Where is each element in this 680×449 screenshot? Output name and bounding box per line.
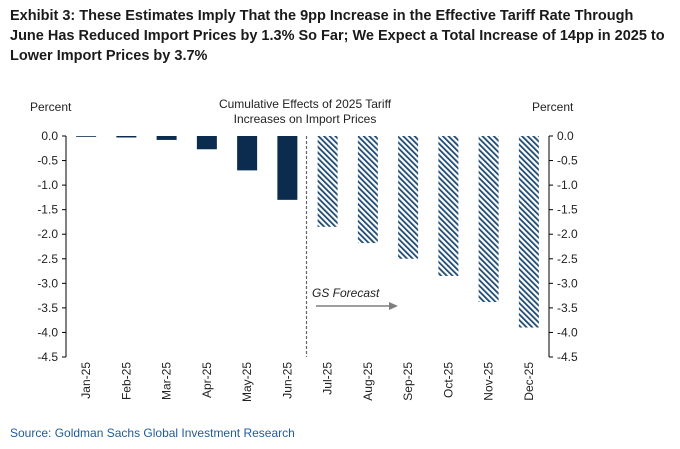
y-tick-label-left: 0.0 [41, 129, 58, 143]
actual-bar [277, 136, 298, 200]
x-tick-label: Feb-25 [119, 362, 133, 400]
y-tick-label-left: -3.0 [37, 276, 58, 290]
y-tick-label-right: -2.0 [557, 227, 578, 241]
x-tick-label: Nov-25 [482, 362, 496, 401]
y-tick-label-right: -4.5 [557, 350, 578, 364]
y-tick-label-right: -0.5 [557, 154, 578, 168]
y-tick-label-right: -3.5 [557, 301, 578, 315]
actual-bar [237, 136, 258, 171]
forecast-bar [518, 136, 539, 328]
y-tick-label-right: 0.0 [557, 129, 574, 143]
forecast-bar [357, 136, 378, 244]
actual-bar [76, 136, 97, 137]
source-note: Source: Goldman Sachs Global Investment … [10, 426, 295, 440]
y-tick-label-right: -1.5 [557, 203, 578, 217]
y-tick-label-left: -1.0 [37, 178, 58, 192]
x-tick-label: Dec-25 [522, 362, 536, 401]
y-tick-label-left: -0.5 [37, 154, 58, 168]
forecast-bar [317, 136, 338, 227]
x-tick-label: Apr-25 [200, 362, 214, 398]
x-tick-label: Jun-25 [280, 362, 294, 399]
gs-forecast-label: GS Forecast [312, 286, 380, 300]
actual-bar [196, 136, 217, 150]
forecast-annotation: GS Forecast [312, 286, 398, 310]
exhibit-title: Exhibit 3: These Estimates Imply That th… [10, 8, 665, 64]
y-tick-label-right: -1.0 [557, 178, 578, 192]
chart-title-line-1: Cumulative Effects of 2025 Tariff [219, 97, 392, 111]
x-tick-label: Jan-25 [79, 362, 93, 399]
actual-bar [156, 136, 177, 140]
x-tick-label: Mar-25 [160, 362, 174, 400]
y-tick-label-left: -4.0 [37, 325, 58, 339]
y-tick-label-left: -2.0 [37, 227, 58, 241]
y-tick-label-left: -4.5 [37, 350, 58, 364]
x-tick-label: Sep-25 [401, 362, 415, 401]
x-tick-label: Aug-25 [361, 362, 375, 401]
x-tick-label: Jul-25 [321, 362, 335, 395]
y-tick-label-left: -1.5 [37, 203, 58, 217]
y-tick-label-right: -2.5 [557, 252, 578, 266]
y-axis-label-right: Percent [532, 100, 574, 114]
forecast-bar [438, 136, 459, 276]
plot-area: 0.0 0.0 -0.5 -0.5 -1.0 -1.0 -1.5 -1.5 -2.0 -2.0 -2… [37, 129, 578, 402]
actual-bar [116, 136, 137, 138]
y-tick-label-right: -4.0 [557, 325, 578, 339]
y-tick-label-left: -3.5 [37, 301, 58, 315]
y-tick-label-left: -2.5 [37, 252, 58, 266]
forecast-bar [478, 136, 499, 302]
y-axis-label-left: Percent [30, 100, 72, 114]
y-tick-label-right: -3.0 [557, 276, 578, 290]
x-tick-label: May-25 [240, 362, 254, 402]
x-tick-label: Oct-25 [441, 362, 455, 398]
forecast-bar [398, 136, 419, 259]
chart-title-line-2: Increases on Import Prices [234, 112, 377, 126]
forecast-arrow-head [389, 302, 398, 310]
